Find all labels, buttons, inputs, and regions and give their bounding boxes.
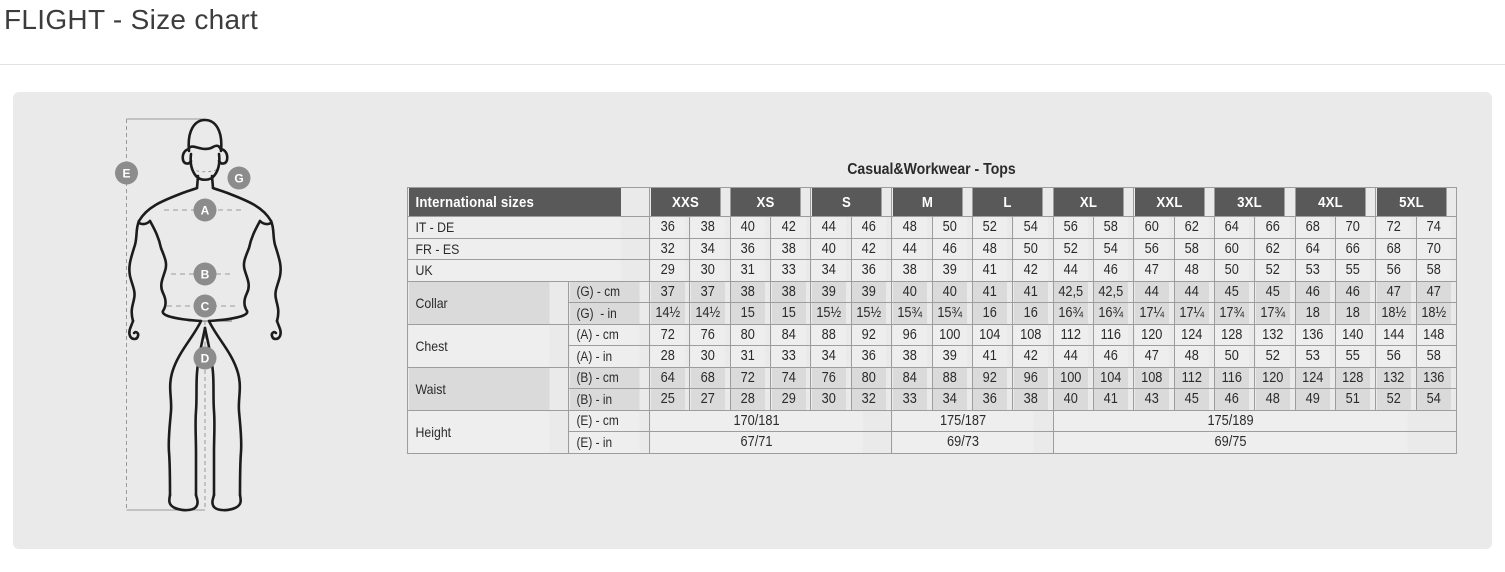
svg-text:E: E [122,167,130,181]
svg-text:B: B [201,268,210,282]
svg-text:G: G [234,172,243,186]
svg-text:C: C [201,300,210,314]
svg-text:D: D [201,352,210,366]
svg-text:A: A [201,204,210,218]
